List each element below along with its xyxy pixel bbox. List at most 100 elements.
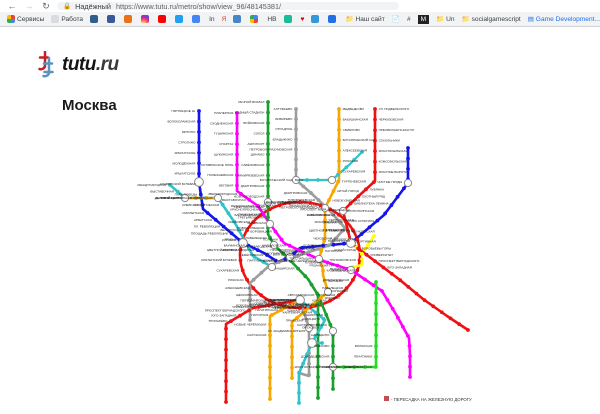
svg-text:БОТАНИЧЕСКИЙ САД: БОТАНИЧЕСКИЙ САД [260, 178, 294, 182]
svg-text:КУТУЗОВСКАЯ: КУТУЗОВСКАЯ [190, 196, 212, 200]
svg-text:НАГАТИНСКАЯ: НАГАТИНСКАЯ [328, 239, 350, 243]
svg-text:ДИНАМО: ДИНАМО [251, 152, 265, 156]
svg-text:МЕДВЕДКОВО: МЕДВЕДКОВО [343, 107, 365, 111]
svg-text:НОВЫЕ ЧЕРЁМУШКИ: НОВЫЕ ЧЕРЁМУШКИ [284, 259, 316, 263]
svg-text:ПЕЧАТНИКИ: ПЕЧАТНИКИ [354, 355, 373, 359]
svg-text:ЩЁЛКОВСКАЯ: ЩЁЛКОВСКАЯ [236, 293, 257, 297]
svg-text:КРОПОТКИНСКАЯ: КРОПОТКИНСКАЯ [347, 209, 374, 213]
svg-text:ЧЕХОВСКАЯ: ЧЕХОВСКАЯ [247, 221, 266, 225]
svg-text:ПОЛЕЖАЕВСКАЯ: ПОЛЕЖАЕВСКАЯ [207, 173, 233, 177]
svg-text:ВОДНЫЙ СТАДИОН: ВОДНЫЙ СТАДИОН [235, 111, 265, 115]
svg-text:ПЕТРОВСКО-РАЗУМОВСКАЯ: ПЕТРОВСКО-РАЗУМОВСКАЯ [249, 147, 292, 151]
svg-text:НАГОРНАЯ: НАГОРНАЯ [251, 313, 268, 317]
svg-text:ПЛАНЕРНАЯ: ПЛАНЕРНАЯ [214, 111, 233, 115]
svg-text:НОВЫЕ ЧЕРЁМУШКИ: НОВЫЕ ЧЕРЁМУШКИ [234, 323, 266, 327]
svg-text:БАУМАНСКАЯ: БАУМАНСКАЯ [224, 244, 245, 248]
svg-text:ПАВЕЛЕЦКАЯ: ПАВЕЛЕЦКАЯ [246, 236, 267, 240]
svg-text:ЮГО-ЗАПАДНАЯ: ЮГО-ЗАПАДНАЯ [387, 266, 412, 270]
svg-text:КРЫЛАТСКОЕ: КРЫЛАТСКОЕ [175, 151, 196, 155]
svg-text:ДЕЛОВОЙ ЦЕНТР: ДЕЛОВОЙ ЦЕНТР [155, 196, 182, 200]
svg-text:ЯСЕНЕВО: ЯСЕНЕВО [325, 296, 341, 300]
svg-text:НОВОСЛОБОДСКАЯ: НОВОСЛОБОДСКАЯ [234, 194, 264, 198]
svg-text:СЕМЁНОВСКАЯ: СЕМЁНОВСКАЯ [240, 253, 264, 257]
svg-text:КАЛУЖСКАЯ: КАЛУЖСКАЯ [327, 269, 346, 273]
svg-text:МЕЖДУНАРОДНАЯ: МЕЖДУНАРОДНАЯ [138, 183, 167, 187]
svg-text:АЛЕКСЕЕВСКАЯ: АЛЕКСЕЕВСКАЯ [343, 149, 368, 153]
svg-text:АЭРОПОРТ: АЭРОПОРТ [247, 142, 264, 146]
svg-text:ОТРАДНОЕ: ОТРАДНОЕ [275, 127, 292, 131]
svg-text:БИБИРЕВО: БИБИРЕВО [275, 117, 293, 121]
svg-text:УЛ. АКАДЕМИКА ЯНГЕЛЯ: УЛ. АКАДЕМИКА ЯНГЕЛЯ [268, 329, 306, 333]
svg-text:ПРЕОБРАЖЕНСКАЯ ПЛ.: ПРЕОБРАЖЕНСКАЯ ПЛ. [379, 128, 415, 132]
svg-text:РИЖСКАЯ: РИЖСКАЯ [228, 278, 243, 282]
svg-text:ВОЛОКОЛАМСКАЯ: ВОЛОКОЛАМСКАЯ [167, 120, 195, 124]
svg-text:ФРУНЗЕНСКАЯ: ФРУНЗЕНСКАЯ [352, 229, 375, 233]
svg-text:КОЖУХОВСКАЯ: КОЖУХОВСКАЯ [348, 365, 372, 369]
svg-text:УНИВЕРСИТЕТ: УНИВЕРСИТЕТ [370, 253, 393, 257]
svg-text:РИЖСКАЯ: РИЖСКАЯ [343, 159, 358, 163]
svg-text:ОХОТНЫЙ РЯД: ОХОТНЫЙ РЯД [362, 194, 386, 198]
svg-text:ДОМОДЕДОВСКАЯ: ДОМОДЕДОВСКАЯ [301, 355, 329, 359]
svg-text:КАШИРСКАЯ: КАШИРСКАЯ [275, 267, 294, 271]
svg-text:СУХАРЕВСКАЯ: СУХАРЕВСКАЯ [216, 268, 239, 272]
svg-text:ПЛОЩАДЬ РЕВОЛЮЦИИ: ПЛОЩАДЬ РЕВОЛЮЦИИ [191, 231, 228, 235]
svg-text:НОВОЯСЕНЕВСКАЯ: НОВОЯСЕНЕВСКАЯ [279, 303, 309, 307]
svg-text:КИТАЙ-ГОРОД: КИТАЙ-ГОРОД [337, 189, 359, 193]
svg-text:ТУШИНСКАЯ: ТУШИНСКАЯ [214, 132, 233, 136]
svg-text:БЕЛЯЕВО: БЕЛЯЕВО [328, 279, 343, 283]
svg-text:ЦАРИЦЫНО: ЦАРИЦЫНО [302, 317, 321, 321]
svg-text:ВОЙКОВСКАЯ: ВОЙКОВСКАЯ [243, 121, 264, 125]
svg-text:БОРОВИЦКАЯ: БОРОВИЦКАЯ [250, 229, 271, 233]
svg-text:ТРОПАРЁВО: ТРОПАРЁВО [208, 319, 228, 323]
svg-text:КУРСКАЯ: КУРСКАЯ [222, 238, 236, 242]
svg-text:ПРОСПЕКТ ВЕРНАДСКОГО: ПРОСПЕКТ ВЕРНАДСКОГО [379, 259, 420, 263]
svg-text:САВЁЛОВСКАЯ: САВЁЛОВСКАЯ [241, 163, 264, 167]
svg-text:АВТОЗАВОДСКАЯ: АВТОЗАВОДСКАЯ [288, 293, 315, 297]
svg-text:СПОРТИВНАЯ: СПОРТИВНАЯ [354, 240, 376, 244]
svg-text:МОЛОДЁЖНАЯ: МОЛОДЁЖНАЯ [173, 161, 196, 165]
svg-text:ЦВЕТНОЙ БУЛЬВАР: ЦВЕТНОЙ БУЛЬВАР [234, 205, 264, 209]
svg-text:АЛЕКСЕЕВСКАЯ: АЛЕКСЕЕВСКАЯ [225, 286, 250, 290]
svg-text:СЕРПУХОВСКАЯ: СЕРПУХОВСКАЯ [280, 250, 305, 254]
svg-text:СТРОГИНО: СТРОГИНО [178, 140, 196, 144]
svg-text:МИТИНО: МИТИНО [182, 130, 196, 134]
svg-text:ВОЛЖСКАЯ: ВОЛЖСКАЯ [355, 344, 373, 348]
svg-text:НОВОКУЗНЕЦКАЯ: НОВОКУЗНЕЦКАЯ [237, 226, 264, 230]
svg-text:ПРОСПЕКТ ВЕРНАДСКОГО: ПРОСПЕКТ ВЕРНАДСКОГО [205, 308, 246, 312]
svg-text:КРАСНЫЕ ВОРОТА: КРАСНЫЕ ВОРОТА [379, 170, 408, 174]
svg-text:БАБУШКИНСКАЯ: БАБУШКИНСКАЯ [343, 117, 368, 121]
svg-text:АРБАТСКАЯ: АРБАТСКАЯ [194, 218, 212, 222]
svg-text:ЭЛЕКТРОЗАВОДСКАЯ: ЭЛЕКТРОЗАВОДСКАЯ [221, 248, 254, 252]
svg-text:НАГАТИНСКАЯ: НАГАТИНСКАЯ [255, 308, 277, 312]
svg-text:ТУЛЬСКАЯ: ТУЛЬСКАЯ [329, 229, 345, 233]
svg-text:КАЛУЖСКАЯ: КАЛУЖСКАЯ [247, 333, 266, 337]
svg-text:БЕГОВАЯ: БЕГОВАЯ [219, 184, 233, 188]
svg-text:СПАРТАК: СПАРТАК [219, 142, 233, 146]
svg-text:ТРЕТЬЯКОВСКАЯ: ТРЕТЬЯКОВСКАЯ [238, 215, 265, 219]
svg-text:КОМСОМОЛЬСКАЯ: КОМСОМОЛЬСКАЯ [379, 160, 408, 164]
svg-text:СВИБЛОВО: СВИБЛОВО [343, 128, 361, 132]
svg-text:АЛТУФЬЕВО: АЛТУФЬЕВО [274, 107, 293, 111]
svg-text:УЛ. ПОДБЕЛЬСКОГО: УЛ. ПОДБЕЛЬСКОГО [379, 107, 410, 111]
svg-text:ЦАРИЦЫНО: ЦАРИЦЫНО [311, 333, 330, 337]
svg-text:ВОРОБЬЁВЫ ГОРЫ: ВОРОБЬЁВЫ ГОРЫ [362, 246, 392, 250]
svg-text:ВЫСТАВОЧНАЯ: ВЫСТАВОЧНАЯ [222, 198, 246, 202]
svg-text:СМОЛЕНСКАЯ: СМОЛЕНСКАЯ [182, 211, 204, 215]
svg-text:ЛУБЯНКА: ЛУБЯНКА [370, 187, 385, 191]
svg-text:ВЛАДЫКИНО: ВЛАДЫКИНО [273, 137, 293, 141]
svg-text:ТИМИРЯЗЕВСКАЯ: ТИМИРЯЗЕВСКАЯ [237, 173, 264, 177]
svg-text:СРЕТЕНСКИЙ БУЛЬВАР: СРЕТЕНСКИЙ БУЛЬВАР [201, 258, 237, 262]
svg-text:САВЁЛОВСКАЯ: САВЁЛОВСКАЯ [307, 213, 330, 217]
svg-text:НАГОРНАЯ: НАГОРНАЯ [325, 249, 342, 253]
svg-text:СОКОЛ: СОКОЛ [254, 132, 265, 136]
svg-text:ДМИТРОВСКАЯ: ДМИТРОВСКАЯ [284, 191, 307, 195]
svg-text:СОКОЛЬНИКИ: СОКОЛЬНИКИ [379, 139, 400, 143]
svg-text:КОНЬКОВО: КОНЬКОВО [331, 289, 349, 293]
svg-text:ПЯТНИЦКОЕ Ш.: ПЯТНИЦКОЕ Ш. [172, 109, 196, 113]
svg-text:ЧЕРКИЗОВСКАЯ: ЧЕРКИЗОВСКАЯ [379, 118, 404, 122]
svg-text:ТУРГЕНЕВСКАЯ: ТУРГЕНЕВСКАЯ [342, 180, 366, 184]
svg-text:СХОДНЕНСКАЯ: СХОДНЕНСКАЯ [210, 121, 233, 125]
svg-text:АВТОЗАВОДСКАЯ: АВТОЗАВОДСКАЯ [245, 245, 272, 249]
svg-text:ОРЕХОВО: ОРЕХОВО [314, 344, 330, 348]
svg-text:ЗВЕНИГОРОДСКАЯ: ЗВЕНИГОРОДСКАЯ [208, 192, 237, 196]
